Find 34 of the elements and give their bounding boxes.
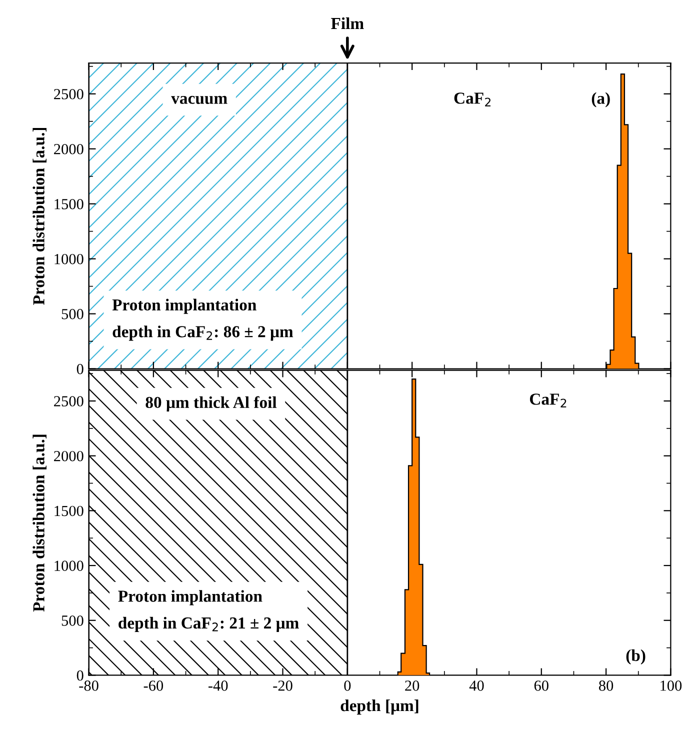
- x-tick-label: 100: [660, 680, 682, 691]
- x-tick-label: 0: [344, 680, 351, 691]
- y-tick-label: 2500: [54, 396, 84, 406]
- y-tick-label: 1500: [54, 198, 84, 210]
- annotation: (a): [592, 92, 610, 108]
- annotation: vacuum: [171, 96, 228, 104]
- annotation: Proton implantation depth in CaF$_{2}$: 86 ± 2 μm: [112, 298, 294, 341]
- y-axis-title: Proton distribution [a.u.]: [32, 128, 46, 305]
- x-axis-title: depth [μm]: [340, 699, 418, 715]
- y-tick-label: 0: [76, 670, 84, 681]
- x-tick-label: -60: [144, 680, 164, 691]
- annotation: CaF$_{2}$: [530, 394, 566, 408]
- x-tick-label: -40: [208, 680, 228, 691]
- annotation: CaF$_{2}$: [454, 92, 490, 106]
- y-tick-label: 2500: [54, 89, 84, 100]
- y-tick-label: 1000: [54, 560, 84, 571]
- y-axis-title: Proton distribution [a.u.]: [32, 434, 46, 612]
- x-tick-label: -80: [79, 680, 98, 691]
- x-tick-label: -20: [273, 680, 292, 691]
- y-tick-label: 1500: [54, 506, 84, 516]
- x-tick-label: 40: [469, 680, 484, 691]
- annotation: 80 μm thick Al foil: [146, 396, 277, 412]
- y-tick-label: 500: [62, 308, 84, 320]
- annotation: Film: [331, 17, 364, 29]
- annotation: (b): [626, 649, 646, 664]
- y-tick-label: 0: [76, 364, 84, 374]
- y-tick-label: 2000: [54, 144, 84, 154]
- x-tick-label: 20: [405, 680, 420, 691]
- y-tick-label: 1000: [54, 254, 84, 264]
- annotation: Proton implantation depth in CaF$_{2}$: 21 ± 2 μm: [118, 590, 299, 632]
- y-tick-label: 500: [62, 616, 84, 626]
- x-tick-label: 60: [534, 680, 548, 691]
- y-tick-label: 2000: [54, 450, 84, 462]
- x-tick-label: 80: [598, 680, 614, 691]
